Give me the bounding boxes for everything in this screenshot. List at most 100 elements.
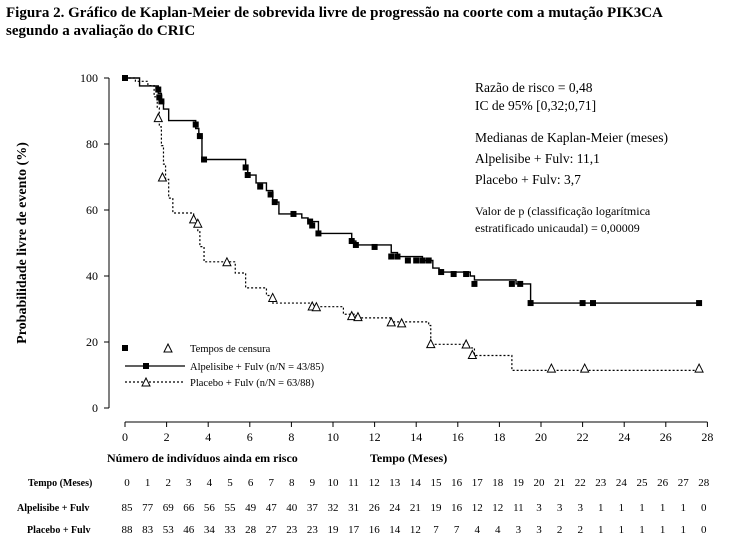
censor-mark-placebo xyxy=(353,311,363,322)
x-tick-label: 14 xyxy=(410,430,422,444)
median-placebo: Placebo + Fulv: 3,7 xyxy=(475,172,581,187)
x-tick-label: 24 xyxy=(618,430,630,444)
censor-mark-alpelisib xyxy=(394,253,401,260)
censor-mark-alpelisib xyxy=(192,121,199,128)
legend: Tempos de censura Alpelisibe + Fulv (n/N… xyxy=(122,342,325,389)
censor-mark-placebo xyxy=(467,349,478,360)
censor-mark-alpelisib xyxy=(158,98,165,105)
risk-table-cell: 26 xyxy=(369,502,381,514)
risk-table-cell: 69 xyxy=(163,502,175,514)
x-tick-label: 18 xyxy=(493,430,505,444)
censor-mark-alpelisib xyxy=(309,222,316,229)
censor-mark-alpelisib xyxy=(155,86,162,93)
x-tick-label: 8 xyxy=(288,430,294,444)
risk-table-time: 15 xyxy=(431,477,443,489)
confidence-interval: IC de 95% [0,32;0,71] xyxy=(475,98,596,113)
risk-table-cell: 1 xyxy=(598,502,604,514)
risk-table-cell: 1 xyxy=(660,524,666,536)
risk-table-time: 6 xyxy=(248,477,254,489)
legend-placebo-label: Placebo + Fulv (n/N = 63/88) xyxy=(190,378,315,389)
risk-table-cell: 85 xyxy=(122,502,134,514)
risk-table-time: 19 xyxy=(513,477,525,489)
risk-table-cell: 3 xyxy=(577,502,583,514)
risk-table-cell: 83 xyxy=(142,524,154,536)
median-alpelisib: Alpelisibe + Fulv: 11,1 xyxy=(475,151,600,166)
risk-table-cell: 21 xyxy=(410,502,421,514)
censor-mark-alpelisib xyxy=(517,280,524,287)
risk-table-time: 25 xyxy=(637,477,649,489)
figure-title-line1: Figura 2. Gráfico de Kaplan-Meier de sob… xyxy=(6,5,663,21)
censor-mark-alpelisib xyxy=(371,243,378,250)
censor-mark-alpelisib xyxy=(527,300,534,307)
legend-censor-square-icon xyxy=(122,345,128,351)
censor-mark-alpelisib xyxy=(156,94,163,101)
censor-mark-placebo xyxy=(396,317,407,328)
risk-table-time: 9 xyxy=(310,477,316,489)
risk-table-row-label-alpelisib: Alpelisibe + Fulv xyxy=(17,503,89,514)
censor-mark-placebo xyxy=(222,256,232,267)
risk-table-cell: 1 xyxy=(639,524,645,536)
risk-table-cell: 4 xyxy=(474,524,480,536)
risk-table-cell: 55 xyxy=(225,502,237,514)
risk-table-cell: 37 xyxy=(307,502,319,514)
risk-table-cell: 66 xyxy=(183,502,195,514)
x-tick-label: 16 xyxy=(452,430,464,444)
risk-table-cell: 32 xyxy=(328,502,339,514)
risk-table-cell: 7 xyxy=(454,524,460,536)
x-tick-label: 4 xyxy=(205,430,211,444)
risk-table-time: 17 xyxy=(472,477,484,489)
risk-table-cell: 1 xyxy=(598,524,604,536)
p-value-line1: Valor de p (classificação logarítmica xyxy=(475,204,651,218)
series-line-alpelisib xyxy=(125,77,700,304)
risk-table-cell: 27 xyxy=(266,524,278,536)
censor-mark-placebo xyxy=(346,310,357,321)
x-tick-label: 28 xyxy=(701,430,713,444)
censor-mark-alpelisib xyxy=(388,253,395,260)
risk-table-time: 16 xyxy=(451,477,463,489)
censor-markers xyxy=(122,75,704,373)
y-tick-label: 80 xyxy=(86,137,98,151)
risk-table-cell: 4 xyxy=(495,524,501,536)
risk-table: Tempo (Meses) Alpelisibe + Fulv Placebo … xyxy=(17,477,710,536)
risk-table-cell: 31 xyxy=(348,502,359,514)
y-tick-label: 40 xyxy=(86,269,98,283)
censor-mark-alpelisib xyxy=(244,172,251,179)
risk-table-cell: 2 xyxy=(557,524,563,536)
risk-table-cell: 24 xyxy=(389,502,401,514)
risk-table-time: 7 xyxy=(268,477,274,489)
censor-mark-placebo xyxy=(192,218,203,228)
risk-table-cell: 77 xyxy=(142,502,154,514)
y-tick-label: 0 xyxy=(92,401,98,415)
risk-table-time: 11 xyxy=(348,477,359,489)
censor-mark-alpelisib xyxy=(463,271,470,278)
censor-mark-alpelisib xyxy=(271,199,278,206)
risk-table-cell: 1 xyxy=(639,502,645,514)
censor-mark-placebo xyxy=(267,292,278,302)
censor-mark-alpelisib xyxy=(579,300,586,307)
risk-table-cell: 47 xyxy=(266,502,278,514)
censor-mark-placebo xyxy=(188,213,199,224)
censor-mark-placebo xyxy=(425,338,436,349)
risk-table-time: 20 xyxy=(534,477,546,489)
censor-mark-alpelisib xyxy=(471,280,478,287)
medians-title: Medianas de Kaplan-Meier (meses) xyxy=(475,130,668,145)
censor-mark-alpelisib xyxy=(508,280,515,287)
risk-table-time: 13 xyxy=(389,477,401,489)
legend-alpelisib-label: Alpelisibe + Fulv (n/N = 43/85) xyxy=(190,362,325,373)
censor-mark-alpelisib xyxy=(419,257,426,264)
risk-table-cell: 19 xyxy=(431,502,443,514)
y-axis-label: Probabilidade livre de evento (%) xyxy=(15,142,30,344)
censor-mark-alpelisib xyxy=(267,191,274,198)
risk-table-cell: 3 xyxy=(557,502,563,514)
censor-mark-alpelisib xyxy=(242,164,249,171)
censor-mark-alpelisib xyxy=(315,230,322,237)
x-tick-label: 6 xyxy=(247,430,253,444)
risk-table-time: 21 xyxy=(554,477,565,489)
risk-table-cell: 56 xyxy=(204,502,216,514)
risk-table-time: 18 xyxy=(492,477,504,489)
censor-mark-alpelisib xyxy=(352,241,359,248)
risk-table-time: 28 xyxy=(698,477,710,489)
risk-table-cell: 23 xyxy=(307,524,319,536)
risk-table-time: 0 xyxy=(124,477,130,489)
